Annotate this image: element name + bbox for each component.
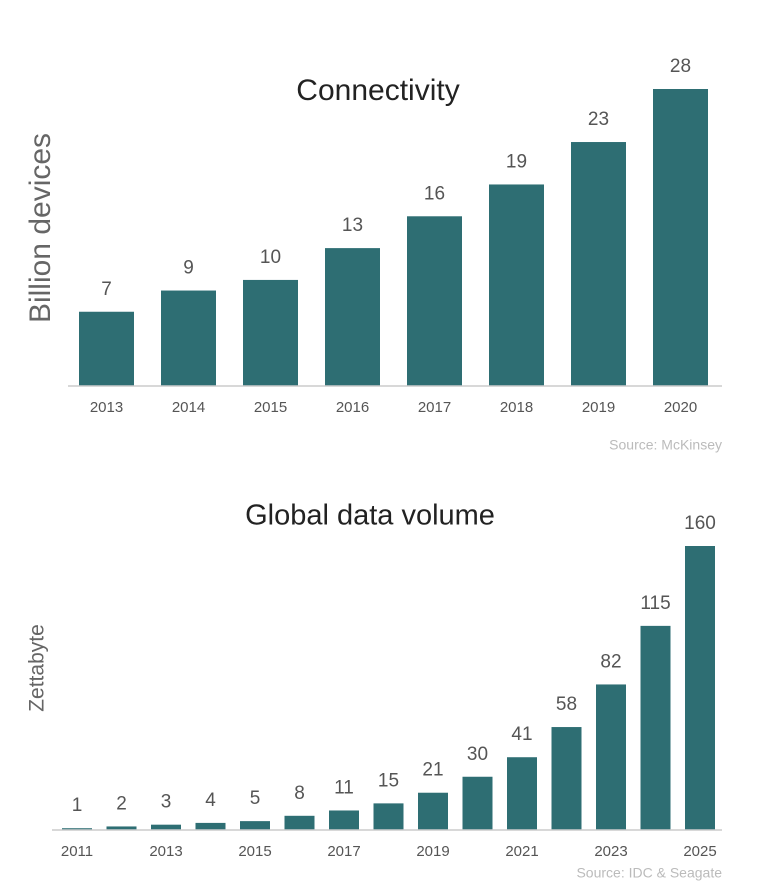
bar [161,290,216,386]
bar [551,727,582,830]
bar [106,826,137,830]
x-tick-label: 2019 [416,843,449,860]
bar [653,89,708,386]
bar [151,824,181,830]
value-label: 28 [670,56,691,77]
x-tick-label: 2018 [500,399,533,416]
value-label: 13 [342,215,363,236]
x-tick-label: 2021 [505,843,538,860]
x-tick-label: 2020 [664,399,697,416]
bar [596,684,626,830]
bar [325,248,380,386]
x-tick-label: 2015 [238,843,271,860]
value-label: 115 [640,593,670,614]
bar [79,311,134,386]
source: Source: IDC & Seagate [576,865,722,881]
value-label: 3 [161,792,172,813]
value-label: 15 [378,770,399,791]
bar [195,822,226,830]
x-tick-label: 2016 [336,399,369,416]
x-tick-label: 2013 [149,843,182,860]
x-tick-label: 2017 [327,843,360,860]
value-label: 82 [600,651,621,672]
value-label: 23 [588,109,609,130]
y-axis-label: Zettabyte [26,624,49,712]
bar [284,815,315,830]
bar [571,142,626,386]
bar [685,546,715,830]
bar [62,828,92,830]
value-label: 5 [250,788,261,809]
x-tick-label: 2014 [172,399,205,416]
value-label: 41 [511,724,532,745]
chart-title: Global data volume [245,500,495,532]
x-tick-label: 2011 [61,843,93,860]
x-tick-label: 2015 [254,399,287,416]
value-label: 58 [556,694,577,715]
value-label: 2 [116,793,127,814]
x-tick-label: 2023 [594,843,627,860]
bar [407,216,462,386]
x-tick-label: 2019 [582,399,615,416]
value-label: 30 [467,744,488,765]
value-label: 21 [422,760,443,781]
bar [329,810,359,830]
value-label: 1 [72,795,83,816]
value-label: 19 [506,151,527,172]
source: Source: McKinsey [609,437,722,453]
bar [462,776,493,830]
value-label: 10 [260,247,281,268]
value-label: 7 [101,279,112,300]
value-label: 16 [424,183,445,204]
value-label: 11 [334,777,354,798]
x-tick-label: 2013 [90,399,123,416]
value-label: 8 [294,783,305,804]
bar [418,792,448,830]
bar [243,279,298,386]
value-label: 160 [684,513,716,534]
y-axis-label: Billion devices [24,133,57,323]
x-tick-label: 2017 [418,399,451,416]
bar [240,821,270,830]
chart-title: Connectivity [296,74,459,107]
value-label: 9 [183,258,194,279]
bar [507,757,537,830]
bar [489,184,544,386]
x-tick-label: 2025 [683,843,716,860]
value-label: 4 [205,790,216,811]
bar [373,803,404,830]
bar [640,625,671,830]
